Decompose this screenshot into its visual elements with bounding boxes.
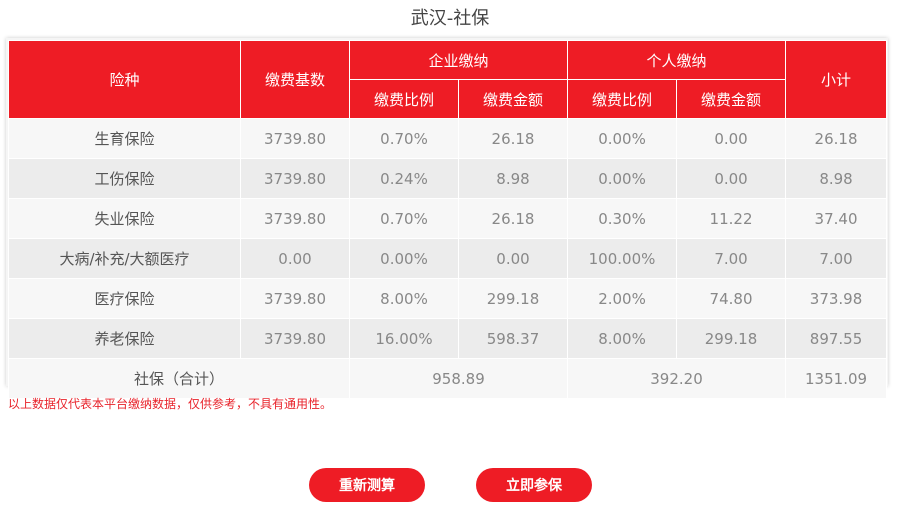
cell-subtotal: 8.98: [785, 158, 888, 199]
header-company-amount: 缴费金额: [457, 79, 569, 119]
total-company: 958.89: [348, 358, 569, 399]
cell-personal-amount: 0.00: [676, 158, 787, 199]
cell-subtotal: 37.40: [785, 198, 888, 239]
header-type: 险种: [8, 40, 241, 119]
table-row: 工伤保险 3739.80 0.24% 8.98 0.00% 0.00 8.98: [8, 158, 888, 199]
table-row: 大病/补充/大额医疗 0.00 0.00% 0.00 100.00% 7.00 7.00: [8, 238, 888, 279]
cell-personal-amount: 11.22: [676, 198, 787, 239]
cell-subtotal: 897.55: [785, 318, 888, 359]
cell-company-rate: 0.70%: [349, 118, 459, 159]
cell-company-rate: 0.00%: [349, 238, 459, 279]
cell-company-amount: 598.37: [457, 318, 569, 359]
total-label: 社保（合计）: [8, 358, 350, 399]
table-row: 医疗保险 3739.80 8.00% 299.18 2.00% 74.80 373.98: [8, 278, 888, 319]
cell-company-amount: 8.98: [457, 158, 569, 199]
cell-company-amount: 26.18: [457, 118, 569, 159]
cell-company-rate: 0.24%: [349, 158, 459, 199]
recalculate-button[interactable]: 重新测算: [309, 468, 425, 502]
header-personal: 个人缴纳: [567, 40, 787, 80]
page-title: 武汉-社保: [410, 8, 490, 29]
cell-type: 工伤保险: [8, 158, 241, 199]
cell-type: 养老保险: [8, 318, 241, 359]
cell-subtotal: 26.18: [785, 118, 888, 159]
cell-personal-rate: 2.00%: [567, 278, 678, 319]
total-personal: 392.20: [567, 358, 787, 399]
cell-type: 医疗保险: [8, 278, 241, 319]
cell-personal-amount: 299.18: [676, 318, 787, 359]
cell-personal-rate: 0.30%: [567, 198, 678, 239]
cell-personal-rate: 8.00%: [567, 318, 678, 359]
cell-company-rate: 16.00%: [349, 318, 459, 359]
cell-personal-rate: 0.00%: [567, 118, 678, 159]
cell-base: 3739.80: [240, 318, 350, 359]
cell-company-rate: 8.00%: [349, 278, 459, 319]
cell-personal-amount: 74.80: [676, 278, 787, 319]
cell-company-rate: 0.70%: [349, 198, 459, 239]
total-row: 社保（合计） 958.89 392.20 1351.09: [8, 358, 888, 399]
cell-company-amount: 299.18: [457, 278, 569, 319]
social-insurance-table: 险种 缴费基数 企业缴纳 个人缴纳 小计 缴费比例 缴费金额 缴费比例 缴费金额…: [8, 40, 888, 399]
cell-personal-amount: 7.00: [676, 238, 787, 279]
total-subtotal: 1351.09: [785, 358, 888, 399]
header-company-rate: 缴费比例: [349, 79, 459, 119]
social-insurance-table-card: 险种 缴费基数 企业缴纳 个人缴纳 小计 缴费比例 缴费金额 缴费比例 缴费金额…: [6, 38, 888, 399]
cell-type: 生育保险: [8, 118, 241, 159]
cell-subtotal: 373.98: [785, 278, 888, 319]
cell-subtotal: 7.00: [785, 238, 888, 279]
cell-personal-rate: 0.00%: [567, 158, 678, 199]
cell-base: 3739.80: [240, 118, 350, 159]
table-row: 生育保险 3739.80 0.70% 26.18 0.00% 0.00 26.18: [8, 118, 888, 159]
cell-company-amount: 26.18: [457, 198, 569, 239]
cell-base: 3739.80: [240, 158, 350, 199]
cell-company-amount: 0.00: [457, 238, 569, 279]
header-personal-amount: 缴费金额: [676, 79, 787, 119]
table-row: 养老保险 3739.80 16.00% 598.37 8.00% 299.18 897.55: [8, 318, 888, 359]
table-row: 失业保险 3739.80 0.70% 26.18 0.30% 11.22 37.40: [8, 198, 888, 239]
disclaimer-note: 以上数据仅代表本平台缴纳数据，仅供参考，不具有通用性。: [8, 397, 333, 411]
cell-personal-amount: 0.00: [676, 118, 787, 159]
header-personal-rate: 缴费比例: [567, 79, 678, 119]
cell-base: 3739.80: [240, 198, 350, 239]
header-company: 企业缴纳: [348, 40, 569, 80]
cell-personal-rate: 100.00%: [567, 238, 678, 279]
enroll-button[interactable]: 立即参保: [476, 468, 592, 502]
cell-type: 失业保险: [8, 198, 241, 239]
cell-base: 0.00: [240, 238, 350, 279]
cell-base: 3739.80: [240, 278, 350, 319]
header-base: 缴费基数: [240, 40, 350, 119]
header-subtotal: 小计: [785, 40, 888, 119]
cell-type: 大病/补充/大额医疗: [8, 238, 241, 279]
